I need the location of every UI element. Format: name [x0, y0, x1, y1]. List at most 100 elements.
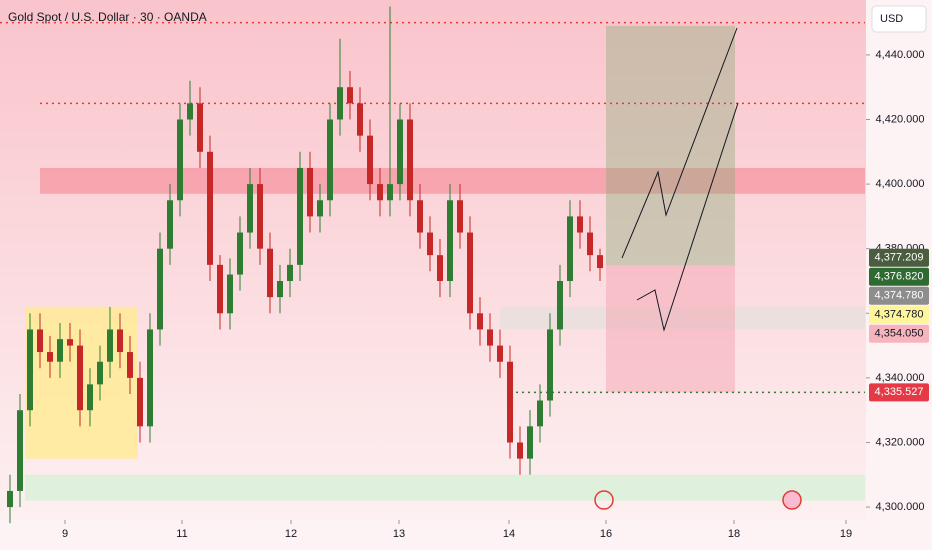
candle-body	[397, 119, 403, 185]
candle-body	[237, 232, 243, 275]
candle-body	[87, 384, 93, 411]
candle-body	[587, 232, 593, 256]
candle-body	[67, 339, 73, 346]
candle-body	[407, 119, 413, 201]
candle-body	[327, 119, 333, 201]
candle-body	[527, 426, 533, 459]
price-tag-label: 4,335.527	[875, 386, 924, 398]
candle-body	[307, 167, 313, 217]
candle-body	[127, 352, 133, 378]
candle-body	[547, 329, 553, 401]
y-tick-label: 4,420.000	[876, 113, 925, 125]
zone	[500, 306, 865, 330]
candle-body	[537, 400, 543, 427]
candle-body	[297, 167, 303, 265]
y-tick-label: 4,320.000	[876, 436, 925, 448]
candle-body	[27, 329, 33, 411]
candle-body	[17, 410, 23, 491]
candle-body	[337, 87, 343, 120]
candle-body	[577, 216, 583, 233]
candle-body	[317, 200, 323, 217]
candle-body	[277, 280, 283, 298]
zone	[40, 167, 865, 194]
price-tag	[869, 383, 929, 402]
candle-body	[457, 200, 463, 233]
candle-body	[267, 248, 273, 298]
candle-body	[227, 274, 233, 314]
candle-body	[557, 280, 563, 330]
x-tick-label: 9	[62, 528, 68, 540]
plot-background	[0, 0, 866, 520]
y-tick-label: 4,440.000	[876, 49, 925, 61]
y-tick-label: 4,340.000	[876, 372, 925, 384]
price-tag	[869, 248, 929, 267]
candle-body	[347, 87, 353, 104]
time-axis-background	[0, 520, 866, 550]
x-tick-label: 12	[285, 528, 297, 540]
x-tick-label: 14	[503, 528, 515, 540]
candle-body	[497, 345, 503, 362]
candle-body	[367, 135, 373, 185]
candle-body	[77, 345, 83, 411]
layer: 4,300.0004,320.0004,340.0004,360.0004,38…	[0, 6, 929, 540]
candle-body	[47, 352, 53, 362]
candle-body	[507, 361, 513, 443]
candle-body	[287, 264, 293, 281]
candle-body	[187, 103, 193, 120]
candle-body	[247, 184, 253, 233]
candle-body	[377, 184, 383, 201]
candle-body	[477, 313, 483, 330]
x-tick-label: 13	[393, 528, 405, 540]
flag-icon	[782, 490, 802, 510]
projection-arrow	[636, 102, 739, 332]
candle-body	[567, 216, 573, 281]
currency-box[interactable]	[871, 5, 927, 33]
x-tick-label: 18	[728, 528, 740, 540]
stop-zone	[606, 265, 735, 393]
price-tag-label: 4,354.050	[875, 328, 924, 340]
candle-body	[447, 200, 453, 281]
target-zone	[606, 25, 735, 266]
projection-arrow	[621, 27, 738, 259]
candle-body	[147, 329, 153, 427]
price-tag-label: 4,377.209	[875, 252, 924, 264]
price-tag-label: 4,376.820	[875, 271, 924, 283]
candle-body	[37, 329, 43, 353]
candle-body	[417, 200, 423, 233]
candle-body	[437, 255, 443, 281]
candle-body	[517, 442, 523, 459]
price-tag	[869, 305, 929, 324]
candle-body	[467, 232, 473, 314]
price-tag	[869, 324, 929, 343]
event-icon	[594, 490, 614, 510]
candle-body	[207, 151, 213, 265]
zone	[25, 474, 865, 501]
currency: USD	[880, 13, 903, 25]
candle-body	[177, 119, 183, 201]
candle-body	[137, 377, 143, 427]
x-tick-label: 16	[600, 528, 612, 540]
candle-body	[117, 329, 123, 353]
candle-body	[597, 255, 603, 269]
candle-body	[387, 184, 393, 201]
candle-body	[257, 184, 263, 249]
candle-body	[487, 329, 493, 346]
candle-body	[57, 339, 63, 362]
chart-title: Gold Spot / U.S. Dollar · 30 · OANDA	[8, 10, 207, 24]
candle-body	[97, 361, 103, 385]
candle-body	[157, 248, 163, 330]
candle-body	[197, 103, 203, 152]
y-tick-label: 4,400.000	[876, 178, 925, 190]
candle-body	[167, 200, 173, 249]
candle-body	[7, 490, 13, 508]
price-tag	[869, 286, 929, 305]
price-tag-label: 4,374.780	[875, 290, 924, 302]
x-tick-label: 19	[840, 528, 852, 540]
price-tag	[869, 267, 929, 286]
price-tag-label: 4,374.780	[875, 309, 924, 321]
candle-body	[107, 329, 113, 362]
x-tick-label: 11	[176, 528, 187, 540]
candle-body	[427, 232, 433, 256]
